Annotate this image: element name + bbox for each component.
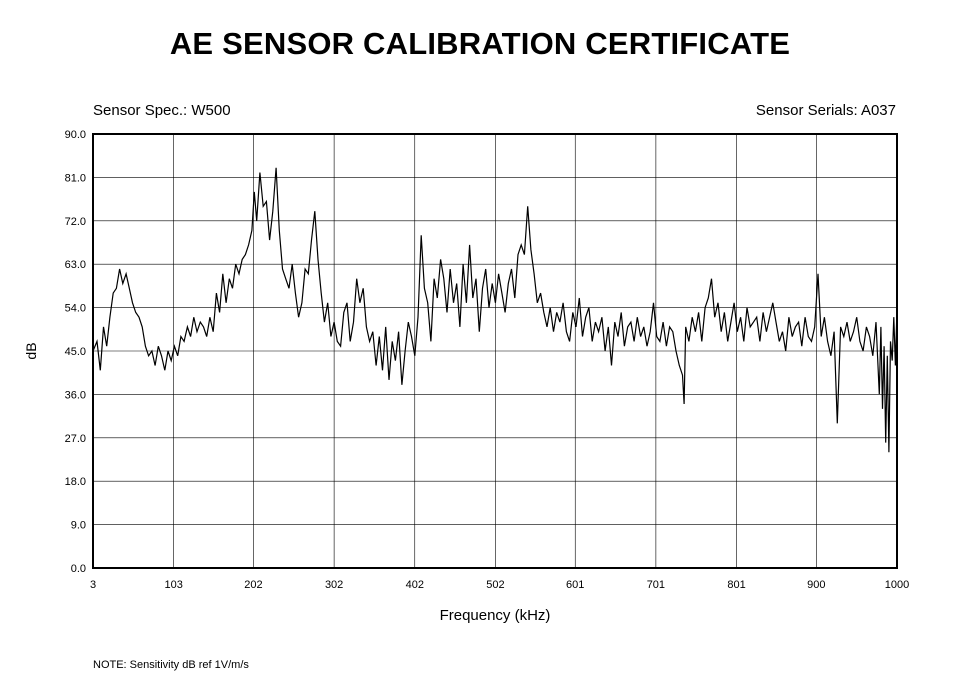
y-tick-label: 45.0 (65, 346, 86, 358)
sensor-spec: Sensor Spec.: W500 (93, 102, 231, 119)
chart-grid (93, 134, 897, 568)
y-tick-label: 63.0 (65, 259, 86, 271)
x-tick-label: 701 (647, 579, 665, 591)
x-axis-label: Frequency (kHz) (440, 607, 551, 624)
x-tick-label: 502 (486, 579, 504, 591)
y-tick-label: 81.0 (65, 172, 86, 184)
x-tick-label: 1000 (885, 579, 909, 591)
y-tick-label: 0.0 (71, 563, 86, 575)
x-tick-label: 801 (727, 579, 745, 591)
x-tick-label: 900 (807, 579, 825, 591)
y-tick-label: 27.0 (65, 433, 86, 445)
y-tick-label: 36.0 (65, 389, 86, 401)
x-tick-label: 202 (244, 579, 262, 591)
y-tick-label: 18.0 (65, 476, 86, 488)
plot-frame (92, 133, 898, 569)
y-tick-label: 72.0 (65, 216, 86, 228)
y-axis-label: dB (23, 342, 39, 359)
x-tick-label: 402 (406, 579, 424, 591)
footnote: NOTE: Sensitivity dB ref 1V/m/s (93, 659, 249, 671)
x-tick-label: 302 (325, 579, 343, 591)
tick-labels: 3 103 202 302 402 502 601 701 801 900 1000 0.0 9.0 18… (65, 129, 910, 591)
certificate-title: AE SENSOR CALIBRATION CERTIFICATE (169, 26, 791, 61)
y-tick-label: 90.0 (65, 129, 86, 141)
sensor-serials: Sensor Serials: A037 (755, 102, 896, 119)
y-tick-label: 9.0 (71, 520, 86, 532)
sensitivity-series-line (92, 167, 898, 453)
x-tick-label: 3 (90, 579, 96, 591)
x-tick-label: 103 (164, 579, 182, 591)
y-tick-label: 54.0 (65, 303, 86, 315)
x-tick-label: 601 (566, 579, 584, 591)
